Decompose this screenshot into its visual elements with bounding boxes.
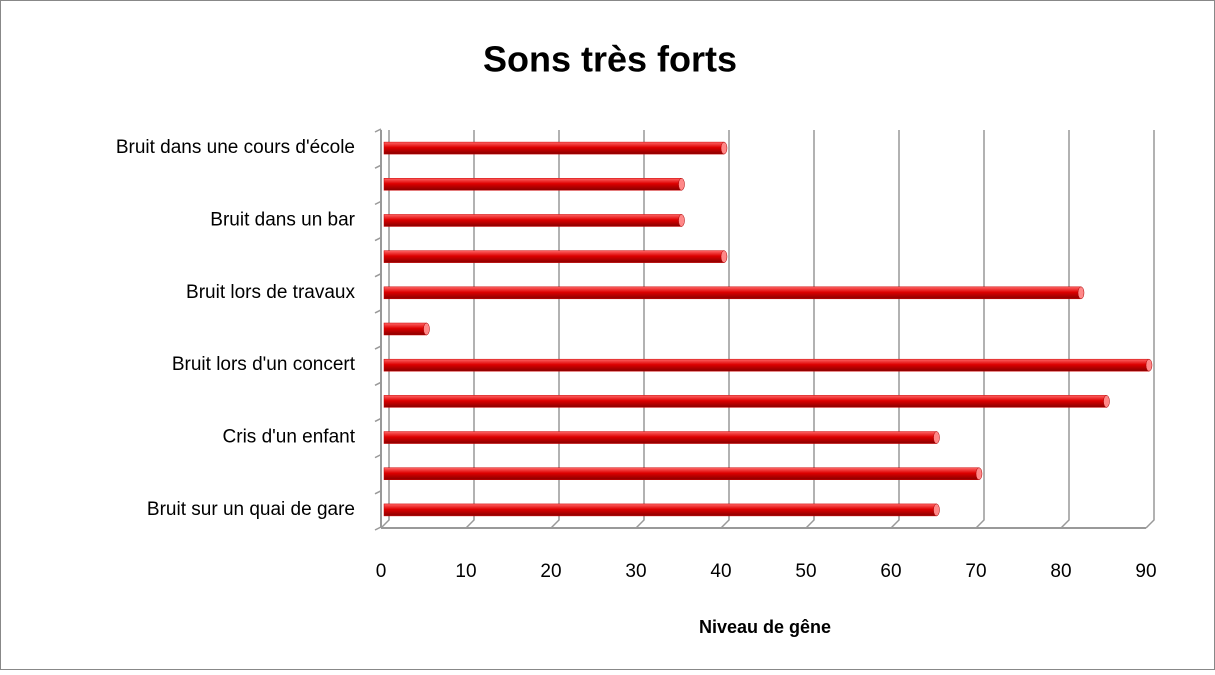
y-tick	[374, 490, 382, 495]
grid-line	[890, 130, 900, 529]
grid-line	[1060, 130, 1070, 529]
bar-cap	[933, 431, 940, 444]
y-tick	[374, 128, 382, 133]
x-tick-label: 20	[540, 561, 561, 582]
bar-cap	[720, 141, 728, 155]
x-axis-title: Niveau de gêne	[699, 617, 831, 637]
bar-cap	[423, 322, 430, 336]
bar-cap	[678, 214, 685, 227]
x-tick-label: 70	[965, 561, 986, 582]
grid-line	[805, 130, 815, 529]
grid-line	[1145, 130, 1155, 529]
x-tick-label: 40	[710, 561, 731, 582]
x-tick-label: 50	[795, 561, 816, 582]
bar-cap	[720, 250, 728, 263]
bar	[383, 358, 1150, 372]
y-tick	[374, 345, 382, 350]
y-tick	[374, 273, 382, 278]
x-tick-label: 80	[1050, 561, 1071, 582]
y-tick	[374, 381, 382, 386]
bar	[383, 395, 1107, 408]
y-tick-label: Cris d'un enfant	[223, 427, 356, 448]
y-tick-label: Bruit dans une cours d'école	[116, 137, 355, 158]
y-tick	[374, 309, 382, 314]
y-tick-label: Bruit sur un quai de gare	[147, 499, 355, 520]
bar	[383, 503, 937, 517]
bar	[383, 286, 1082, 300]
x-tick-label: 90	[1135, 561, 1156, 582]
x-tick-label: 30	[625, 561, 646, 582]
bar	[383, 467, 980, 480]
y-tick	[374, 417, 382, 423]
y-tick	[374, 453, 382, 459]
x-tick-label: 10	[455, 561, 476, 582]
x-tick-label: 60	[880, 561, 901, 582]
bar	[383, 431, 937, 444]
bar	[383, 214, 682, 227]
bar-cap	[933, 503, 940, 517]
y-tick	[374, 200, 382, 206]
grid-line	[720, 130, 730, 529]
bar	[383, 250, 725, 263]
bar	[383, 322, 427, 336]
y-tick-label: Bruit lors d'un concert	[172, 354, 356, 375]
bar-cap	[1103, 395, 1110, 408]
x-tick-label: 0	[376, 561, 387, 582]
y-tick	[374, 526, 382, 531]
y-tick-label: Bruit dans un bar	[210, 209, 355, 230]
chart-title: Sons très forts	[483, 39, 737, 80]
bar-cap	[1077, 286, 1085, 300]
grid-line	[975, 130, 985, 529]
bar-cap	[678, 178, 685, 191]
y-tick	[374, 236, 382, 242]
bar	[383, 141, 725, 155]
bar	[383, 178, 682, 191]
y-tick	[374, 164, 382, 169]
bar-cap	[1145, 358, 1153, 372]
bar-cap	[975, 467, 983, 480]
y-tick-label: Bruit lors de travaux	[186, 282, 355, 303]
